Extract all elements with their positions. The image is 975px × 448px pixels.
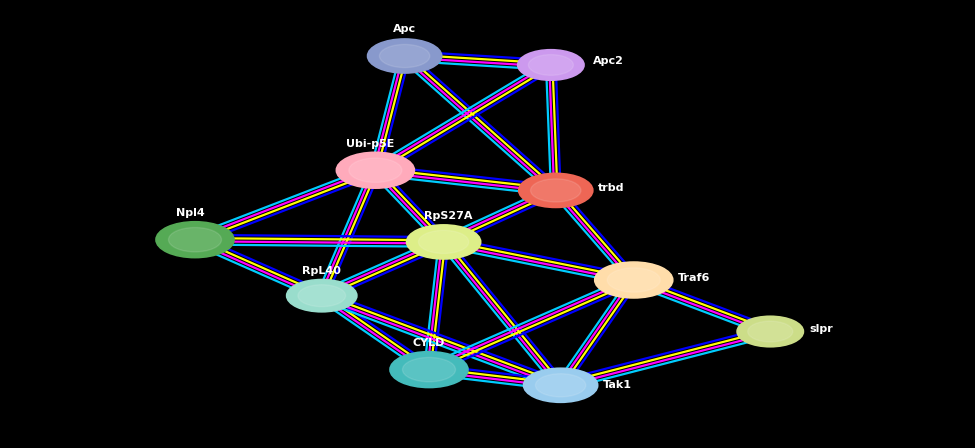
Circle shape (519, 173, 593, 207)
Circle shape (403, 358, 455, 382)
Circle shape (518, 50, 584, 80)
Circle shape (748, 321, 793, 342)
Circle shape (298, 285, 345, 306)
Circle shape (368, 39, 442, 73)
Text: CYLD: CYLD (412, 338, 446, 348)
Circle shape (535, 374, 586, 397)
Circle shape (595, 262, 673, 298)
Circle shape (607, 268, 660, 292)
Circle shape (287, 280, 357, 312)
Text: Npl4: Npl4 (176, 208, 205, 218)
Text: Traf6: Traf6 (678, 273, 710, 283)
Circle shape (737, 316, 803, 347)
Circle shape (407, 225, 481, 259)
Circle shape (390, 352, 468, 388)
Circle shape (530, 179, 581, 202)
Circle shape (156, 222, 234, 258)
Text: Tak1: Tak1 (603, 380, 632, 390)
Circle shape (418, 230, 469, 254)
Text: RpS27A: RpS27A (424, 211, 473, 221)
Text: RpL40: RpL40 (302, 266, 341, 276)
Circle shape (169, 228, 221, 252)
Text: slpr: slpr (809, 324, 833, 334)
Circle shape (336, 152, 414, 188)
Text: trbd: trbd (598, 183, 624, 193)
Text: Apc: Apc (393, 24, 416, 34)
Text: Ubi-p5E: Ubi-p5E (346, 139, 395, 149)
Circle shape (349, 158, 402, 182)
Circle shape (379, 44, 430, 68)
Circle shape (524, 368, 598, 402)
Text: Apc2: Apc2 (593, 56, 624, 66)
Circle shape (528, 55, 573, 75)
